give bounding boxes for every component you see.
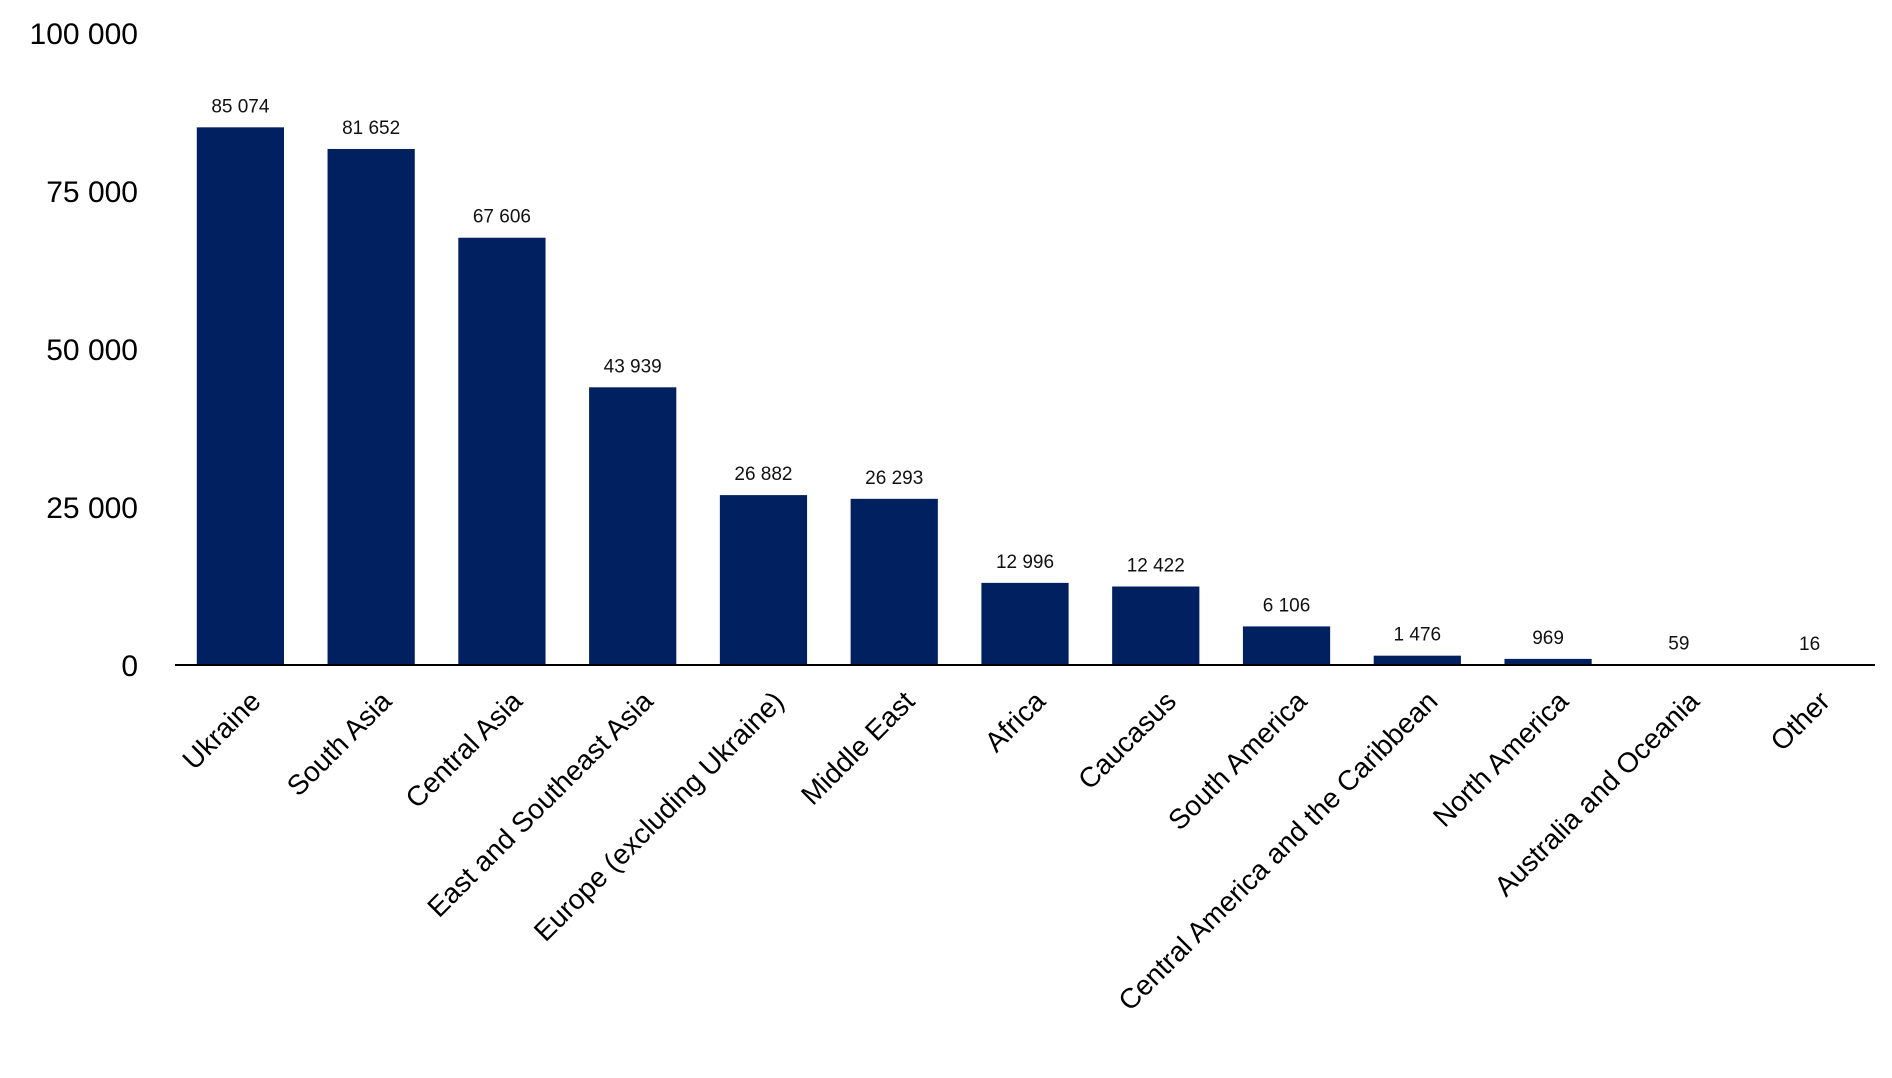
y-tick-label: 100 000 [30,18,138,51]
y-axis-ticks: 0 25 000 50 000 75 000 100 000 [30,18,138,683]
y-tick-label: 50 000 [46,334,138,367]
x-tick-label: Other [1764,685,1835,756]
y-tick-label: 0 [121,650,138,683]
x-tick-label: Africa [979,685,1052,758]
bar [850,498,938,665]
data-label: 26 882 [734,464,792,485]
data-label: 67 606 [473,207,531,228]
data-label: 6 106 [1263,595,1311,616]
bars [196,127,1854,666]
data-label: 12 996 [996,552,1054,573]
x-tick-label: Middle East [795,685,921,811]
x-tick-label: Central Asia [399,685,528,814]
data-label: 85 074 [211,96,270,117]
bar [1242,626,1331,665]
x-tick-label: South Asia [281,685,398,802]
y-tick-label: 25 000 [46,492,138,525]
data-labels: 85 074 81 652 67 606 43 939 26 882 26 293 12 9… [211,96,1820,655]
x-tick-label: South America [1162,685,1313,836]
data-label: 1 476 [1394,625,1442,646]
bar [196,127,284,665]
bar [1112,586,1200,665]
bar [981,582,1069,665]
data-label: 43 939 [604,356,662,377]
bar [1373,655,1461,665]
bar [1504,658,1592,665]
bar [589,387,677,665]
data-label: 969 [1532,628,1564,649]
x-tick-label: North America [1427,685,1575,833]
x-tick-label: Ukraine [176,685,266,775]
data-label: 59 [1668,634,1689,655]
x-tick-label: Caucasus [1072,685,1182,795]
y-tick-label: 75 000 [46,176,138,209]
data-label: 16 [1799,634,1820,655]
x-tick-label: Europe (excluding Ukraine) [528,685,790,947]
x-tick-label: East and Southeast Asia [421,685,659,923]
bar [327,148,415,666]
data-label: 12 422 [1127,555,1185,576]
data-label: 81 652 [342,118,400,139]
bar [719,495,808,665]
data-label: 26 293 [865,468,923,489]
bar [458,237,546,665]
